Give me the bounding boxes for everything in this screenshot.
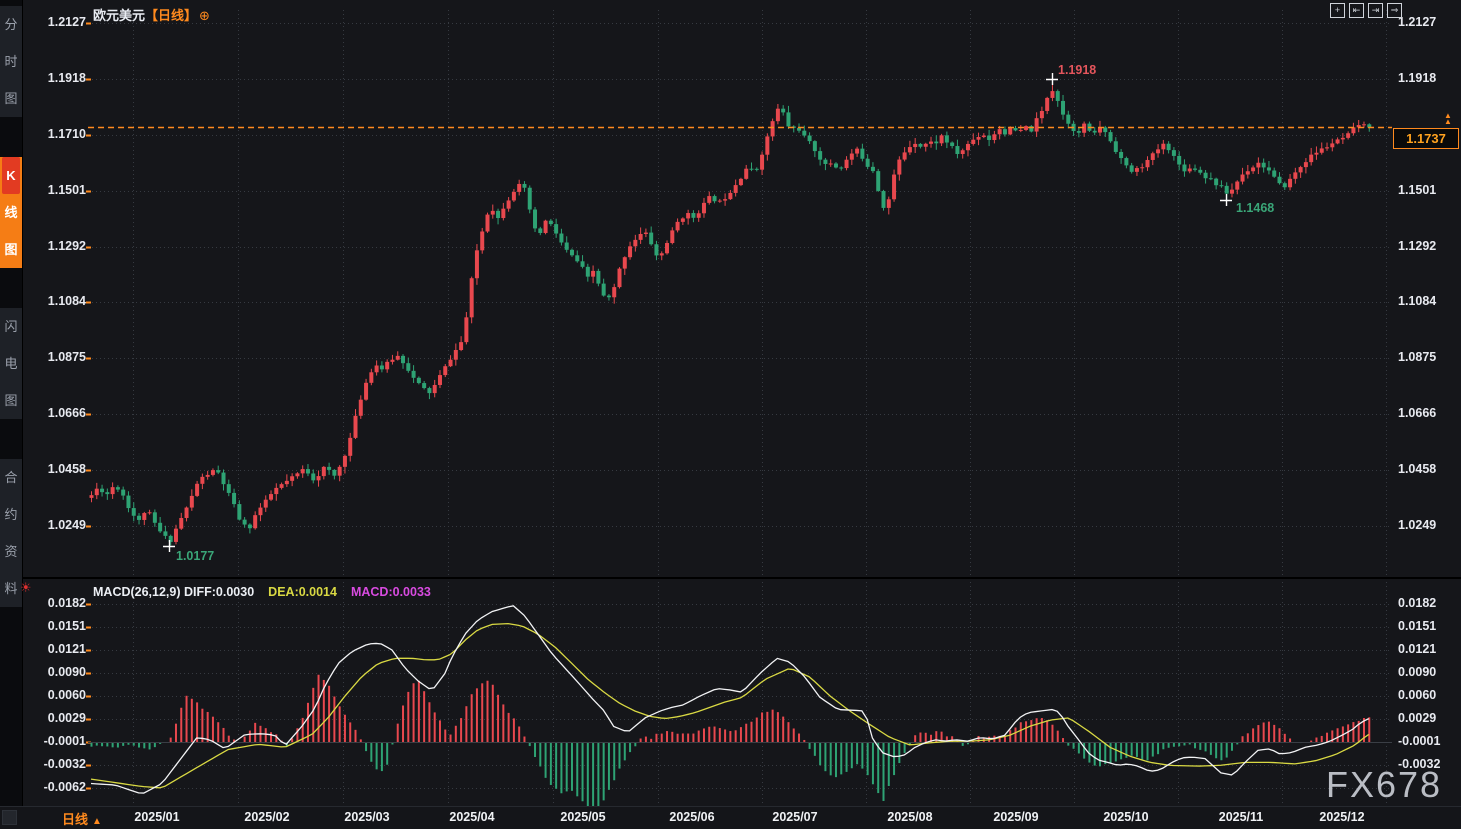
price-label-right: 1.0875 xyxy=(1398,350,1437,365)
pan-right-icon[interactable]: ⇒ xyxy=(1387,3,1402,18)
macd-label-left: 0.0060 xyxy=(47,687,86,702)
price-extreme-annotation: 1.0177 xyxy=(176,549,215,563)
macd-label-left: -0.0062 xyxy=(43,780,86,794)
macd-label-right: 0.0060 xyxy=(1398,687,1437,702)
chart-settings-icon[interactable]: ⊕ xyxy=(199,8,210,23)
price-label-left: 1.0875 xyxy=(47,350,86,365)
price-label-left: 1.0458 xyxy=(47,462,86,477)
macd-dea-value: DEA:0.0014 xyxy=(268,585,337,599)
chart-title: 欧元美元【日线】 ⊕ xyxy=(93,5,210,24)
price-label-right: 1.0249 xyxy=(1398,518,1437,533)
price-label-right: 1.0458 xyxy=(1398,462,1437,477)
macd-label-left: 0.0182 xyxy=(47,595,86,610)
macd-label-right: 0.0090 xyxy=(1398,665,1437,680)
macd-header: MACD(26,12,9) DIFF:0.0030 DEA:0.0014 MACD:… xyxy=(93,585,431,599)
period-tag: 【日线】 xyxy=(145,8,198,23)
active-tab-first-char: K xyxy=(2,157,20,194)
price-label-left: 1.1292 xyxy=(47,238,86,253)
month-label: 2025/02 xyxy=(244,810,290,824)
price-extreme-annotation: 1.1468 xyxy=(1236,201,1275,215)
macd-label-right: -0.0001 xyxy=(1398,734,1441,748)
month-label: 2025/05 xyxy=(560,810,606,824)
crosshair-icon[interactable]: + xyxy=(1330,3,1345,18)
macd-formula-diff: MACD(26,12,9) DIFF:0.0030 xyxy=(93,585,255,599)
sidebar-item-1-active[interactable]: K线图 xyxy=(0,157,22,268)
zoom-left-icon[interactable]: ⇤ xyxy=(1349,3,1364,18)
price-label-left: 1.0666 xyxy=(47,406,86,421)
chart-toolbar: + ⇤ ⇥ ⇒ xyxy=(1330,3,1402,18)
price-label-right: 1.2127 xyxy=(1398,15,1437,29)
price-label-right: 1.1084 xyxy=(1398,294,1437,309)
period-dropdown-arrow-icon: ▲ xyxy=(92,816,102,827)
macd-label-right: 0.0029 xyxy=(1398,711,1437,726)
price-extreme-annotation: 1.1918 xyxy=(1058,63,1097,77)
sidebar-item-3[interactable]: 合约资料 xyxy=(0,459,22,607)
macd-label-left: -0.0001 xyxy=(43,734,86,748)
month-label: 2025/11 xyxy=(1218,810,1264,824)
macd-label-left: 0.0090 xyxy=(47,665,86,680)
sidebar: 分时图 K线图闪电图合约资料 xyxy=(0,0,23,829)
month-label: 2025/07 xyxy=(772,810,818,824)
x-axis-strip xyxy=(0,806,1461,829)
month-label: 2025/09 xyxy=(993,810,1039,824)
macd-label-right: 0.0121 xyxy=(1398,641,1437,656)
corner-box xyxy=(2,810,17,825)
macd-label-left: -0.0032 xyxy=(43,757,86,772)
macd-label-right: 0.0182 xyxy=(1398,595,1437,610)
sidebar-item-2[interactable]: 闪电图 xyxy=(0,308,22,419)
symbol-name: 欧元美元 xyxy=(93,8,146,23)
macd-label-right: 0.0151 xyxy=(1398,619,1437,634)
price-up-arrows-icon: ▲ ▲ xyxy=(1444,111,1452,126)
price-label-left: 1.1501 xyxy=(47,182,86,197)
month-label: 2025/10 xyxy=(1103,810,1149,824)
price-label-left: 1.2127 xyxy=(47,15,86,29)
month-label: 2025/01 xyxy=(134,810,180,824)
price-label-left: 1.1710 xyxy=(47,126,86,141)
macd-label-left: 0.0151 xyxy=(47,619,86,634)
price-label-right: 1.0666 xyxy=(1398,406,1437,421)
macd-macd-value: MACD:0.0033 xyxy=(350,585,431,599)
month-label: 2025/03 xyxy=(344,810,390,824)
macd-label-left: 0.0121 xyxy=(47,641,86,656)
month-label: 2025/12 xyxy=(1319,810,1365,824)
price-label-right: 1.1501 xyxy=(1398,182,1437,197)
month-label: 2025/06 xyxy=(669,810,715,824)
price-label-left: 1.1918 xyxy=(47,70,86,85)
zoom-right-icon[interactable]: ⇥ xyxy=(1368,3,1383,18)
month-label: 2025/04 xyxy=(449,810,495,824)
sidebar-item-0[interactable]: 分时图 xyxy=(0,6,22,117)
price-label-left: 1.0249 xyxy=(47,518,86,533)
macd-label-left: 0.0029 xyxy=(47,711,86,726)
macd-settings-icon[interactable]: ☀ xyxy=(20,580,32,595)
price-label-right: 1.1292 xyxy=(1398,238,1437,253)
month-label: 2025/08 xyxy=(887,810,933,824)
macd-label-right: -0.0032 xyxy=(1398,757,1441,772)
period-selector-label: 日线 xyxy=(62,812,89,827)
period-selector[interactable]: 日线 ▲ xyxy=(62,809,102,828)
price-label-left: 1.1084 xyxy=(47,294,86,309)
current-price-box: 1.1737 xyxy=(1393,128,1459,149)
price-label-right: 1.1918 xyxy=(1398,70,1437,85)
fx678-watermark: FX678 xyxy=(1326,764,1443,805)
